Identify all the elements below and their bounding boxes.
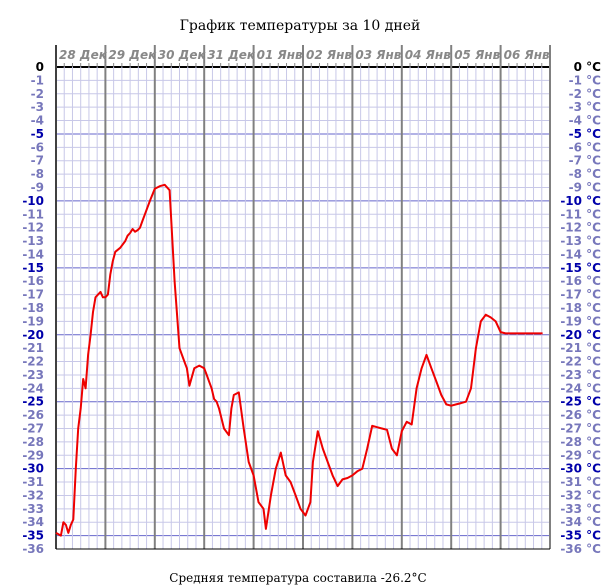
y-tick-label-right: -9 °C <box>569 181 602 195</box>
y-tick-label-left: -36 <box>22 542 44 556</box>
y-tick-label-left: -7 <box>31 154 44 168</box>
y-tick-label-left: -29 <box>22 448 44 462</box>
y-tick-label-right: -14 °C <box>560 247 601 261</box>
y-tick-label-right: -34 °C <box>560 515 601 529</box>
y-tick-label-left: -34 <box>22 515 44 529</box>
y-tick-label-left: -24 <box>22 381 44 395</box>
y-tick-label-left: -25 <box>22 395 44 409</box>
y-tick-label-right: -24 °C <box>560 381 601 395</box>
y-tick-label-left: -35 <box>22 529 44 543</box>
y-tick-label-right: -35 °C <box>560 529 601 543</box>
y-tick-label-left: -10 <box>22 194 44 208</box>
chart-title: График температуры за 10 дней <box>180 18 421 34</box>
y-tick-label-right: -18 °C <box>560 301 601 315</box>
y-tick-label-left: -28 <box>22 435 44 449</box>
x-tick-label: 04 Янв <box>405 48 451 62</box>
x-tick-label: 06 Янв <box>504 48 550 62</box>
y-axis-tick-labels: 0 0 °C -1 -1 °C -2 -2 °C -3 -3 °C -4 -4 °C -5 -5 °C… <box>22 60 601 556</box>
y-tick-label-right: -1 °C <box>569 73 602 87</box>
y-tick-label-left: -16 <box>22 274 44 288</box>
y-tick-label-right: -22 °C <box>560 355 601 369</box>
y-tick-label-left: -30 <box>22 462 44 476</box>
y-tick-label-left: -5 <box>31 127 44 141</box>
y-tick-label-left: -17 <box>22 288 44 302</box>
y-tick-label-left: -4 <box>31 114 44 128</box>
y-tick-label-left: -27 <box>22 422 44 436</box>
y-tick-label-right: -17 °C <box>560 288 601 302</box>
y-tick-label-left: -8 <box>31 167 44 181</box>
y-tick-label-left: -18 <box>22 301 44 315</box>
y-tick-label-right: -5 °C <box>569 127 602 141</box>
x-tick-label: 02 Янв <box>306 48 352 62</box>
y-tick-label-left: -2 <box>31 87 44 101</box>
y-tick-label-right: -23 °C <box>560 368 601 382</box>
y-tick-label-right: -7 °C <box>569 154 602 168</box>
temperature-series-line <box>55 183 543 537</box>
y-tick-label-right: -15 °C <box>560 261 601 275</box>
y-tick-label-left: -13 <box>22 234 44 248</box>
x-tick-label: 28 Дек <box>59 48 108 62</box>
y-tick-label-right: -2 °C <box>569 87 602 101</box>
y-tick-label-left: -12 <box>22 221 44 235</box>
y-tick-label-right: -30 °C <box>560 462 601 476</box>
y-tick-label-right: -31 °C <box>560 475 601 489</box>
y-tick-label-left: -21 <box>22 341 44 355</box>
y-tick-label-left: 0 <box>36 60 44 74</box>
y-tick-label-right: -25 °C <box>560 395 601 409</box>
x-tick-label: 30 Дек <box>158 48 207 62</box>
y-tick-label-left: -20 <box>22 328 44 342</box>
y-tick-label-left: -15 <box>22 261 44 275</box>
y-tick-label-left: -9 <box>31 181 44 195</box>
y-tick-label-left: -33 <box>22 502 44 516</box>
y-tick-label-right: -20 °C <box>560 328 601 342</box>
y-tick-label-right: -33 °C <box>560 502 601 516</box>
y-tick-label-left: -11 <box>22 207 44 221</box>
y-tick-label-right: -19 °C <box>560 314 601 328</box>
y-tick-label-right: -29 °C <box>560 448 601 462</box>
y-tick-label-right: -16 °C <box>560 274 601 288</box>
y-tick-label-right: -27 °C <box>560 422 601 436</box>
y-tick-label-right: -32 °C <box>560 488 601 502</box>
y-tick-label-left: -23 <box>22 368 44 382</box>
y-tick-label-right: -10 °C <box>560 194 601 208</box>
y-tick-label-right: 0 °C <box>574 60 602 74</box>
x-tick-label: 05 Янв <box>454 48 500 62</box>
y-tick-label-right: -4 °C <box>569 114 602 128</box>
x-axis-tick-labels: 28 Дек 29 Дек 30 Дек 31 Дек 01 Янв 02 Янв 03 Я… <box>59 48 550 62</box>
grid <box>55 45 551 550</box>
x-tick-label: 03 Янв <box>355 48 401 62</box>
y-tick-label-right: -13 °C <box>560 234 601 248</box>
y-tick-label-left: -22 <box>22 355 44 369</box>
x-tick-label: 29 Дек <box>108 48 157 62</box>
x-tick-label: 31 Дек <box>207 48 256 62</box>
y-tick-label-right: -28 °C <box>560 435 601 449</box>
y-tick-label-left: -31 <box>22 475 44 489</box>
y-tick-label-right: -26 °C <box>560 408 601 422</box>
y-tick-label-right: -6 °C <box>569 140 602 154</box>
y-tick-label-left: -19 <box>22 314 44 328</box>
average-temperature-caption: Средняя температура составила -26.2°C <box>169 571 426 585</box>
x-tick-label: 01 Янв <box>257 48 303 62</box>
y-tick-label-left: -14 <box>22 247 44 261</box>
y-tick-label-right: -11 °C <box>560 207 601 221</box>
y-tick-label-left: -6 <box>31 140 44 154</box>
y-tick-label-right: -36 °C <box>560 542 601 556</box>
y-tick-label-right: -12 °C <box>560 221 601 235</box>
y-tick-label-right: -8 °C <box>569 167 602 181</box>
y-tick-label-left: -26 <box>22 408 44 422</box>
y-tick-label-right: -21 °C <box>560 341 601 355</box>
y-tick-label-left: -32 <box>22 488 44 502</box>
y-tick-label-left: -1 <box>31 73 44 87</box>
y-tick-label-left: -3 <box>31 100 44 114</box>
y-tick-label-right: -3 °C <box>569 100 602 114</box>
